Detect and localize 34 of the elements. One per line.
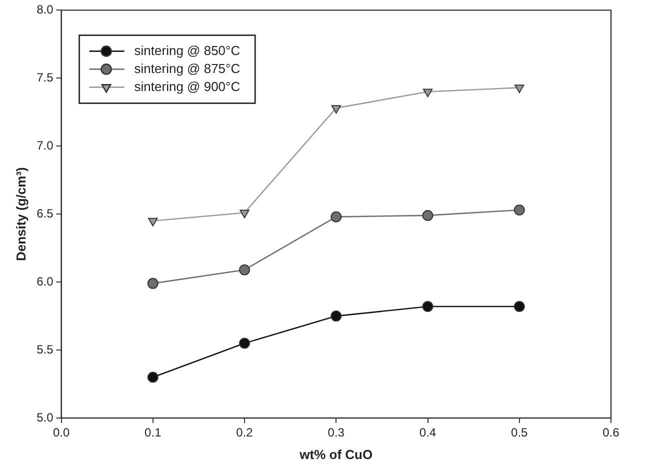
x-tick-label: 0.6 xyxy=(602,426,620,440)
x-axis-title: wt% of CuO xyxy=(298,446,373,462)
y-tick-label: 7.5 xyxy=(36,70,54,84)
point xyxy=(514,204,525,216)
point xyxy=(422,301,434,312)
y-tick-label: 5.5 xyxy=(36,342,54,356)
legend-label: sintering @ 875°C xyxy=(134,60,240,76)
point xyxy=(514,301,525,312)
y-axis-title: Density (g/cm³) xyxy=(13,167,28,262)
y-tick-label: 7.0 xyxy=(36,138,54,152)
legend-label: sintering @ 900°C xyxy=(134,78,240,94)
point xyxy=(331,105,341,114)
point xyxy=(330,211,342,222)
point xyxy=(148,218,158,226)
point xyxy=(147,278,158,289)
y-tick-label: 8.0 xyxy=(36,2,54,17)
point xyxy=(240,210,250,218)
x-tick-label: 0.2 xyxy=(236,426,254,440)
x-tick-label: 0.0 xyxy=(52,426,70,440)
legend-label: sintering @ 850°C xyxy=(134,42,240,58)
x-tick-label: 0.3 xyxy=(328,426,345,440)
point xyxy=(422,210,434,221)
point xyxy=(514,84,524,94)
point xyxy=(330,310,342,322)
x-tick-label: 0.1 xyxy=(144,426,162,440)
x-tick-label: 0.4 xyxy=(419,426,436,440)
y-tick-label: 6.5 xyxy=(36,206,54,220)
point xyxy=(147,372,158,383)
x-tick-label: 0.5 xyxy=(511,426,528,440)
y-tick-label: 5.0 xyxy=(36,410,54,424)
point xyxy=(239,264,250,276)
point xyxy=(239,338,250,349)
point xyxy=(422,88,433,98)
y-tick-label: 6.0 xyxy=(36,274,54,288)
